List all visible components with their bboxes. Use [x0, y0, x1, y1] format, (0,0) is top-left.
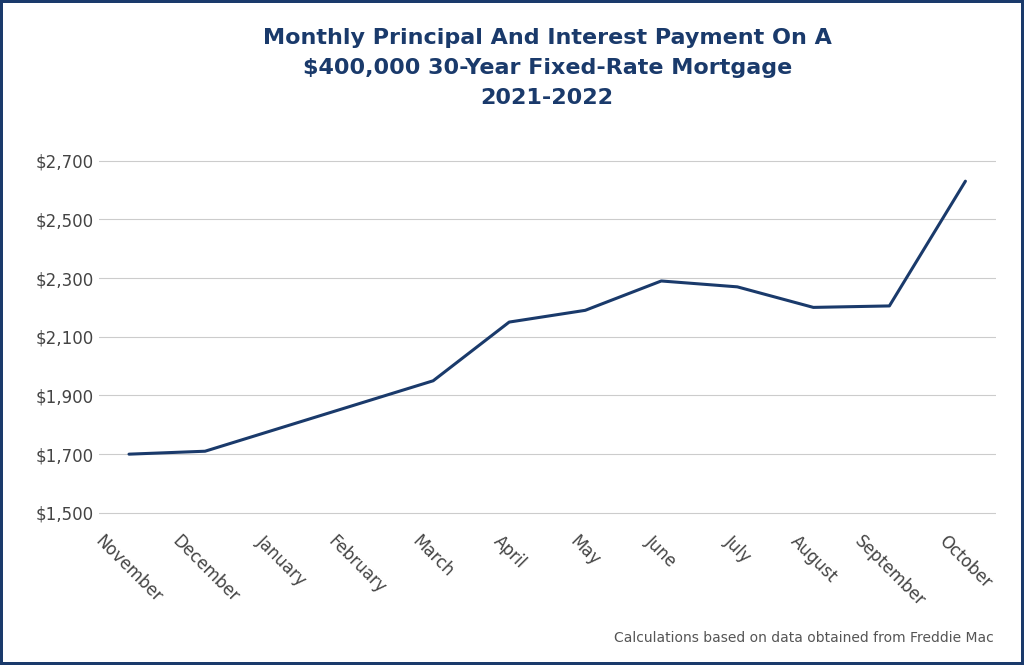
Text: Calculations based on data obtained from Freddie Mac: Calculations based on data obtained from…	[613, 631, 993, 645]
Title: Monthly Principal And Interest Payment On A
$400,000 30-Year Fixed-Rate Mortgage: Monthly Principal And Interest Payment O…	[263, 29, 831, 108]
